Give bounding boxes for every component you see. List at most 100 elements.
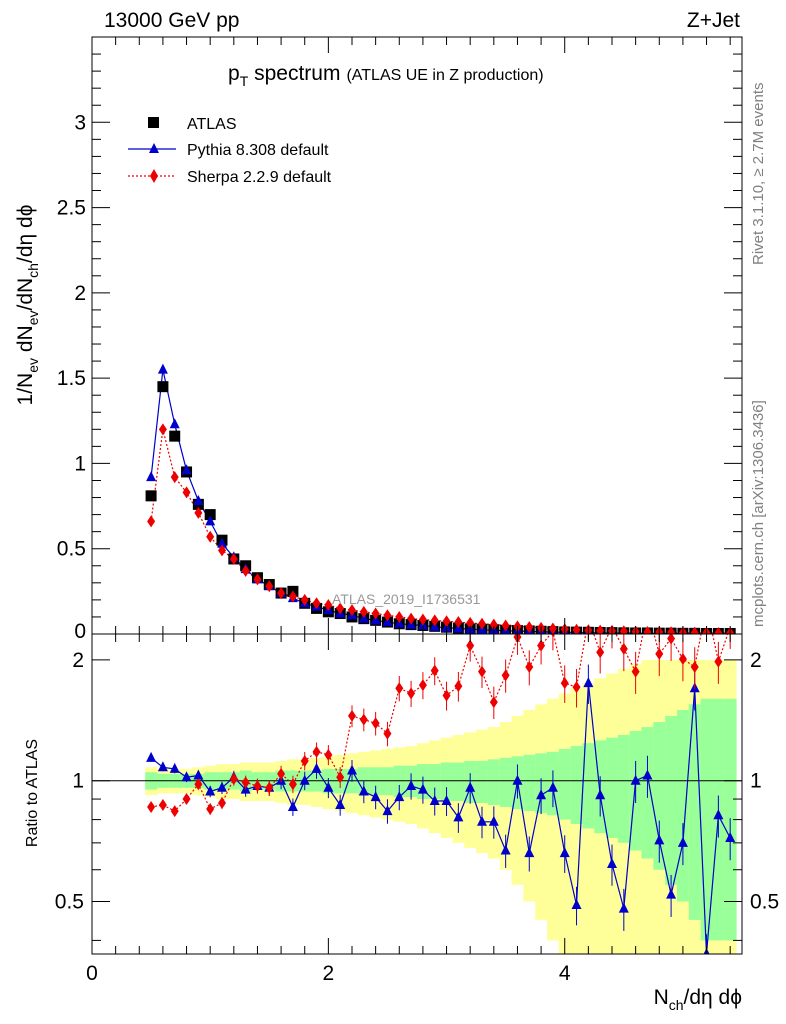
legend-label-atlas: ATLAS [187, 116, 237, 133]
pythia-ratio-point [547, 781, 558, 792]
sherpa-ratio-point [194, 778, 203, 791]
atlas-point [169, 430, 181, 442]
sherpa-ratio-point [714, 655, 723, 668]
ratio-y-tick-label-left: 1 [72, 770, 84, 793]
pythia-ratio-point [477, 815, 487, 826]
side-text-bottom: mcplots.cern.ch [arXiv:1306.3436] [750, 400, 767, 627]
sherpa-ratio-point [430, 664, 439, 677]
title-note: (ATLAS UE in Z production) [346, 67, 543, 84]
ratio-x-tick-label: 4 [559, 962, 571, 985]
sherpa-ratio-point [643, 604, 651, 616]
pythia-ratio-point [347, 764, 357, 775]
sherpa-point [690, 626, 699, 634]
pythia-ratio-point [559, 847, 570, 858]
sherpa-point [714, 626, 723, 634]
ratio-x-tick-label: 0 [86, 962, 98, 985]
pythia-ratio-point [713, 809, 724, 820]
ratio-band-inner [381, 767, 394, 796]
sherpa-point [158, 423, 167, 436]
main-y-tick-label: 2 [74, 282, 86, 305]
sherpa-ratio-point [383, 727, 392, 740]
pythia-ratio-point [512, 774, 523, 785]
pythia-ratio-point [299, 774, 310, 785]
ratio-y-tick-label-right: 2 [750, 649, 762, 672]
sherpa-ratio-point [572, 681, 581, 694]
ratio-band-inner [452, 762, 465, 802]
sherpa-ratio-point [489, 696, 498, 709]
ratio-band-outer [547, 698, 560, 941]
legend-entry-atlas: ATLAS [148, 116, 237, 133]
sherpa-point [489, 618, 498, 631]
ratio-y-tick-label-left: 0.5 [55, 891, 84, 914]
ratio-band-inner [499, 757, 513, 807]
pythia-ratio-point [417, 783, 428, 794]
pythia-point [193, 494, 204, 505]
main-y-tick-label: 0 [74, 620, 86, 643]
pythia-ratio-point [323, 781, 334, 792]
sherpa-ratio-point [182, 793, 191, 806]
ratio-band-inner [617, 734, 631, 843]
main-panel: ATLAS_2019_I1736531 0.5 1 1.5 2 2.5 3 0 [57, 36, 743, 643]
sherpa-point [206, 530, 215, 543]
sherpa-ratio-point [158, 798, 167, 811]
sherpa-point [383, 609, 392, 622]
sherpa-point [466, 616, 475, 629]
pythia-ratio-point [500, 844, 511, 855]
sherpa-ratio-point [537, 639, 546, 652]
ratio-band-inner [665, 715, 678, 885]
sherpa-point [170, 471, 179, 484]
main-y-tick-label: 1.5 [57, 367, 86, 390]
sherpa-ratio-point [667, 634, 676, 645]
ratio-ticks: 0.5 0.5 1 1 2 2 0 2 4 [55, 634, 779, 985]
sherpa-ratio-point [525, 660, 534, 673]
sherpa-point [442, 615, 451, 628]
sherpa-point [572, 623, 581, 634]
sherpa-ratio-point [229, 772, 238, 785]
pythia-ratio-point [394, 791, 405, 802]
sherpa-ratio-point [265, 781, 274, 794]
title-sub: T [240, 73, 249, 89]
sherpa-ratio-point [359, 713, 368, 726]
ratio-x-tick-label: 2 [323, 962, 335, 985]
sherpa-point [667, 626, 676, 634]
pythia-ratio-point [181, 771, 192, 782]
pythia-ratio-point [157, 761, 168, 772]
sherpa-ratio-point [678, 653, 687, 666]
sherpa-point [324, 599, 333, 612]
ratio-band-inner [558, 748, 572, 820]
sherpa-ratio-point [596, 646, 605, 659]
ratio-band-outer [594, 678, 607, 954]
pythia-ratio-point [370, 791, 381, 802]
pythia-ratio-point [217, 781, 227, 792]
sherpa-ratio-point [241, 776, 250, 789]
ratio-band-outer [570, 688, 583, 954]
legend-marker-pythia [149, 143, 159, 153]
sherpa-point [478, 617, 486, 630]
title-rest: spectrum [248, 62, 340, 85]
sherpa-ratio-point [277, 767, 286, 780]
pythia-ratio-point [193, 769, 204, 780]
sherpa-ratio-point [312, 745, 321, 758]
ratio-band-inner [476, 760, 489, 803]
sherpa-ratio-point [395, 682, 404, 695]
pythia-ratio-point [205, 785, 216, 796]
plot-title: pT spectrum (ATLAS UE in Z production) [228, 62, 544, 89]
ratio-bands [145, 659, 737, 954]
main-ticks: 0.5 1 1.5 2 2.5 3 0 [57, 37, 742, 643]
sherpa-point [395, 610, 404, 623]
pythia-point [217, 537, 227, 548]
sherpa-point [288, 590, 297, 603]
pythia-ratio-point [654, 834, 665, 845]
pythia-ratio-point [429, 795, 440, 806]
main-y-tick-label: 3 [74, 111, 86, 134]
pythia-ratio-point [311, 762, 322, 773]
sherpa-point [359, 605, 368, 618]
pythia-ratio-point [287, 800, 298, 811]
sherpa-ratio-point [478, 665, 486, 678]
ratio-band-inner [487, 759, 501, 805]
pythia-point [146, 471, 157, 482]
sherpa-point [430, 614, 439, 627]
sherpa-ratio-point [501, 669, 510, 682]
sherpa-point [182, 486, 191, 499]
